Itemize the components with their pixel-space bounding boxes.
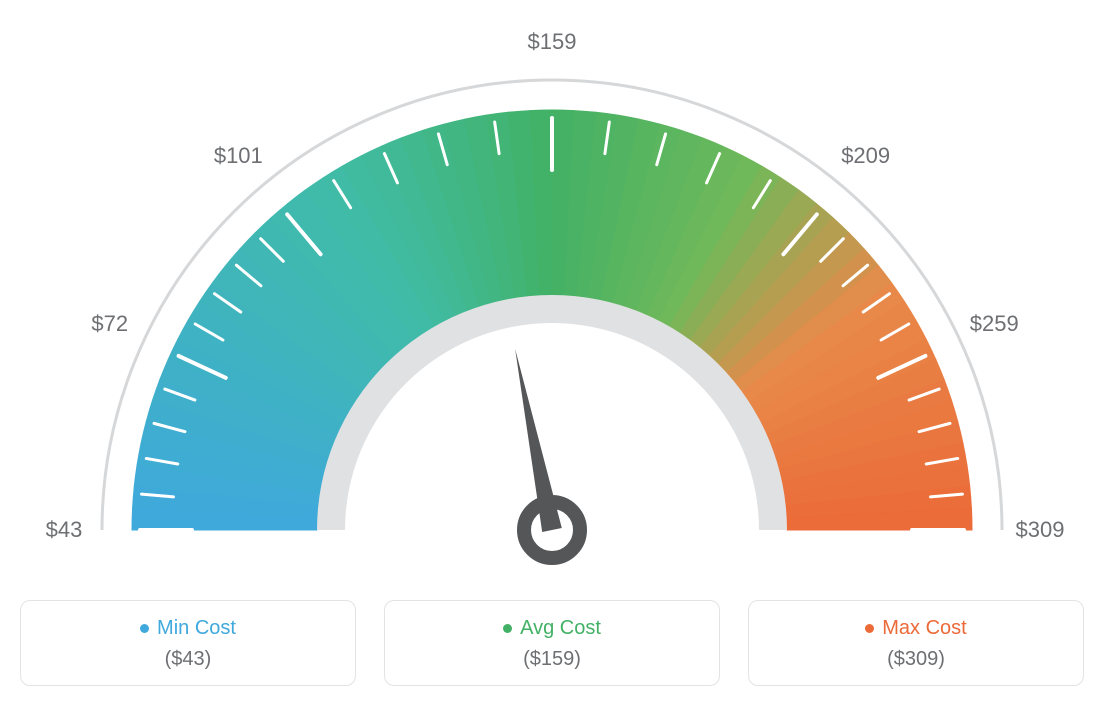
legend-title: Avg Cost	[385, 617, 719, 640]
gauge-svg	[20, 20, 1084, 580]
gauge-tick-label: $209	[841, 143, 890, 169]
gauge-tick-label: $101	[214, 143, 263, 169]
legend-title: Min Cost	[21, 617, 355, 640]
legend-title: Max Cost	[749, 617, 1083, 640]
cost-gauge: $43 $72 $101 $159 $209 $259 $309	[20, 20, 1084, 580]
gauge-tick-label: $43	[46, 517, 83, 543]
legend-card: Min Cost ($43)	[20, 600, 356, 686]
legend-row: Min Cost ($43) Avg Cost ($159) Max Cost ($309…	[20, 600, 1084, 686]
gauge-tick-label: $309	[1016, 517, 1065, 543]
legend-title-text: Max Cost	[882, 617, 966, 639]
legend-card: Avg Cost ($159)	[384, 600, 720, 686]
legend-title-text: Min Cost	[157, 617, 236, 639]
legend-dot-icon	[140, 624, 149, 633]
gauge-tick-label: $259	[970, 311, 1019, 337]
legend-title-text: Avg Cost	[520, 617, 601, 639]
legend-value: ($159)	[385, 648, 719, 671]
legend-value: ($43)	[21, 648, 355, 671]
legend-card: Max Cost ($309)	[748, 600, 1084, 686]
legend-dot-icon	[503, 624, 512, 633]
gauge-tick-label: $159	[528, 29, 577, 55]
legend-dot-icon	[865, 624, 874, 633]
legend-value: ($309)	[749, 648, 1083, 671]
gauge-tick-label: $72	[91, 311, 128, 337]
